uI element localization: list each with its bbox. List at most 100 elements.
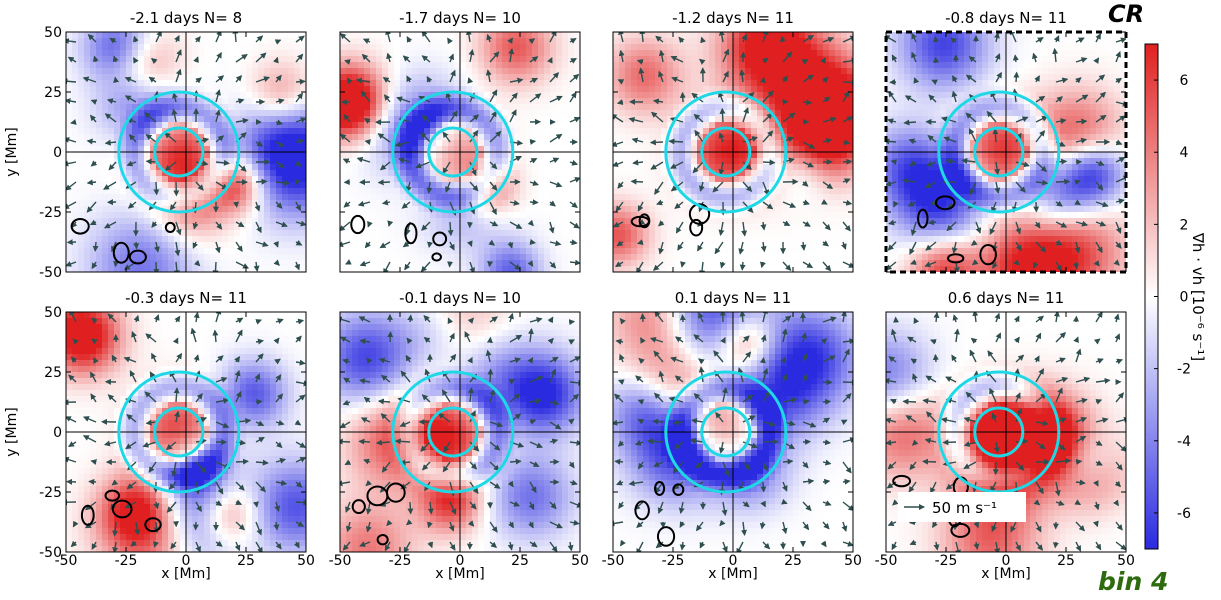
heat-cell [364,236,371,243]
heat-cell [120,92,127,99]
heat-cell [703,146,710,153]
heat-cell [727,98,734,105]
heat-cell [526,236,533,243]
heat-cell [613,152,620,159]
heat-cell [751,212,758,219]
heat-cell [484,86,491,93]
heat-cell [661,62,668,69]
heat-cell [144,182,151,189]
heat-cell [210,176,217,183]
heat-cell [282,146,289,153]
heat-cell [66,116,73,123]
heat-cell [472,194,479,201]
heat-cell [514,134,521,141]
heat-cell [210,140,217,147]
heat-cell [204,140,211,147]
heat-cell [763,68,770,75]
heat-cell [751,80,758,87]
heat-cell [691,152,698,159]
flow-arrow [467,77,474,84]
heat-cell [270,206,277,213]
heat-cell [514,62,521,69]
heat-cell [649,170,656,177]
heat-cell [811,236,818,243]
heat-cell [252,236,259,243]
heat-cell [418,128,425,135]
heat-cell [66,74,73,81]
heat-cell [550,176,557,183]
heat-cell [697,164,704,171]
heat-cell [436,104,443,111]
heat-cell [490,140,497,147]
heat-cell [120,224,127,231]
heat-cell [126,44,133,51]
heat-cell [78,50,85,57]
heat-cell [346,206,353,213]
heat-cell [352,266,359,272]
heat-cell [424,200,431,207]
heat-cell [340,44,347,51]
heat-cell [805,206,812,213]
heat-cell [96,86,103,93]
heat-cell [144,236,151,243]
heat-cell [358,194,365,201]
heat-cell [817,104,824,111]
heat-cell [180,212,187,219]
heat-cell [162,194,169,201]
heat-cell [240,128,247,135]
heat-cell [460,152,467,159]
heat-cell [484,212,491,219]
heat-cell [294,224,301,231]
heat-cell [430,248,437,255]
heat-cell [532,230,539,237]
heat-cell [787,122,794,129]
heat-cell [174,212,181,219]
heat-cell [114,80,121,87]
heat-cell [358,98,365,105]
heat-cell [174,128,181,135]
heat-cell [679,140,686,147]
heat-cell [210,80,217,87]
heat-cell [258,80,265,87]
heat-cell [550,104,557,111]
heat-cell [78,32,85,39]
heat-cell [520,260,527,267]
heat-cell [514,50,521,57]
heat-cell [613,56,620,63]
heat-cell [454,170,461,177]
heat-cell [847,38,853,45]
heat-cell [424,134,431,141]
flow-arrow [406,75,412,83]
heat-cell [376,146,383,153]
heat-cell [733,98,740,105]
flow-arrow [275,141,285,148]
heat-cell [442,158,449,165]
heat-cell [382,206,389,213]
heat-cell [102,194,109,201]
heat-cell [174,206,181,213]
flow-arrow [254,201,261,212]
heat-cell [739,182,746,189]
heat-cell [150,146,157,153]
heat-cell [222,62,229,69]
heat-cell [484,128,491,135]
heat-cell [156,254,163,261]
heat-cell [643,74,650,81]
heat-cell [198,110,205,117]
heat-cell [637,212,644,219]
heat-cell [126,224,133,231]
heat-cell [484,230,491,237]
heat-cell [144,206,151,213]
heat-cell [841,146,848,153]
heat-cell [478,80,485,87]
heat-cell [276,176,283,183]
heat-cell [228,158,235,165]
flow-arrow [447,37,453,45]
flow-arrow [109,37,117,44]
heat-cell [793,146,800,153]
heat-cell [751,140,758,147]
flow-arrow [295,53,304,63]
heat-cell [216,170,223,177]
heat-cell [180,62,187,69]
heat-cell [544,260,551,267]
